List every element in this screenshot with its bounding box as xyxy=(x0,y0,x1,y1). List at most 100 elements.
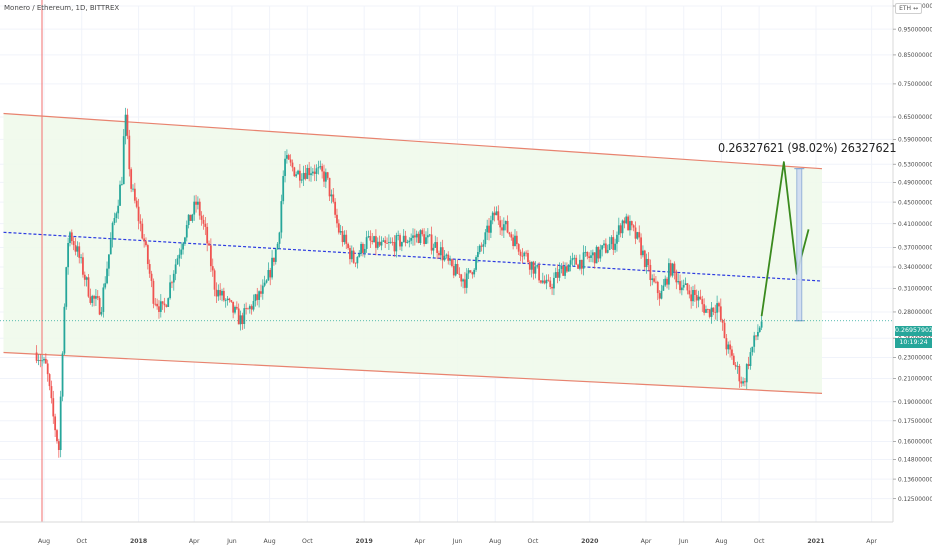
candle-body xyxy=(204,223,207,227)
candle-body xyxy=(393,242,396,252)
candle-body xyxy=(573,257,576,259)
candle-body xyxy=(263,282,266,286)
candle-body xyxy=(200,215,203,220)
candle-body xyxy=(606,249,609,253)
candle-body xyxy=(271,257,273,278)
candle-body xyxy=(617,225,620,235)
x-tick-label: 2018 xyxy=(130,538,147,545)
candle-body xyxy=(680,287,683,291)
candle-body xyxy=(219,290,222,296)
candle-body xyxy=(143,238,146,242)
channel-mid-line xyxy=(3,231,823,282)
candle-body xyxy=(432,247,435,251)
y-tick-label: 0.37000000 xyxy=(898,246,932,252)
y-tick-label: 0.16000000 xyxy=(898,440,932,446)
candle-body xyxy=(171,282,173,284)
candle-body xyxy=(341,231,344,243)
candle-body xyxy=(753,335,756,347)
candle-body xyxy=(554,272,557,278)
candle-body xyxy=(289,159,292,163)
candle-body xyxy=(293,167,296,177)
y-tick-label: 0.31000000 xyxy=(898,287,932,293)
candle-body xyxy=(729,344,731,350)
candle-body xyxy=(740,381,743,384)
candle-body xyxy=(530,261,533,270)
candle-body xyxy=(152,280,155,304)
candle-body xyxy=(541,280,544,283)
currency-toggle-button[interactable]: ETH ↔ xyxy=(895,3,922,14)
candle-body xyxy=(562,265,565,276)
candle-body xyxy=(458,273,461,275)
candle-body xyxy=(443,255,446,261)
candle-body xyxy=(569,260,572,265)
candle-body xyxy=(701,299,704,305)
candle-body xyxy=(169,282,171,299)
candle-body xyxy=(89,296,92,303)
candle-body xyxy=(273,257,275,262)
candle-body xyxy=(337,223,340,233)
candle-body xyxy=(712,307,715,312)
candle-body xyxy=(363,248,366,253)
candle-body xyxy=(98,297,101,315)
candle-body xyxy=(447,254,450,261)
candle-body xyxy=(248,306,251,309)
candle-body xyxy=(497,211,500,221)
candle-body xyxy=(72,241,75,246)
candle-body xyxy=(630,221,633,226)
candle-body xyxy=(146,245,149,265)
y-tick-label: 0.12500000 xyxy=(898,497,932,503)
candle-body xyxy=(395,235,398,252)
candle-body xyxy=(111,223,114,240)
y-tick-label: 0.21000000 xyxy=(898,377,932,383)
candle-body xyxy=(386,243,388,244)
x-tick-label: Aug xyxy=(38,538,50,545)
candle-body xyxy=(742,381,744,384)
candle-body xyxy=(441,247,444,261)
candle-body xyxy=(313,171,316,174)
candle-body xyxy=(269,270,272,278)
candle-body xyxy=(126,114,129,136)
candle-body xyxy=(480,245,483,247)
candle-body xyxy=(690,294,693,302)
candle-body xyxy=(43,358,45,361)
candle-body xyxy=(415,233,418,238)
candle-body xyxy=(282,176,285,202)
candle-body xyxy=(323,171,325,182)
candle-body xyxy=(708,309,711,317)
candle-body xyxy=(133,188,136,201)
candle-body xyxy=(349,248,351,260)
y-tick-label: 0.34000000 xyxy=(898,265,932,271)
candle-body xyxy=(154,303,157,305)
candle-body xyxy=(165,305,168,307)
candle-body xyxy=(716,303,719,313)
candle-body xyxy=(356,256,359,264)
candle-body xyxy=(586,251,589,257)
candle-body xyxy=(588,256,591,258)
y-tick-label: 0.19000000 xyxy=(898,400,932,406)
candle-body xyxy=(258,291,260,300)
candle-body xyxy=(656,281,659,294)
candle-body xyxy=(760,321,763,328)
candle-body xyxy=(35,352,38,361)
candle-body xyxy=(122,136,125,185)
candle-body xyxy=(647,258,650,265)
candle-body xyxy=(187,214,190,226)
candle-body xyxy=(85,277,88,280)
candle-body xyxy=(580,259,583,269)
y-tick-label: 0.45000000 xyxy=(898,200,932,206)
x-tick-label: Apr xyxy=(189,538,200,545)
candle-body xyxy=(65,267,68,307)
candle-body xyxy=(400,241,403,247)
candle-body xyxy=(100,311,103,315)
candle-body xyxy=(549,280,552,287)
candle-body xyxy=(682,285,685,288)
candle-body xyxy=(230,300,233,302)
candle-body xyxy=(380,241,383,246)
candle-body xyxy=(629,221,631,231)
x-tick-label: Apr xyxy=(414,538,425,545)
candle-body xyxy=(317,167,320,169)
candle-body xyxy=(488,225,490,233)
candle-body xyxy=(145,241,147,246)
